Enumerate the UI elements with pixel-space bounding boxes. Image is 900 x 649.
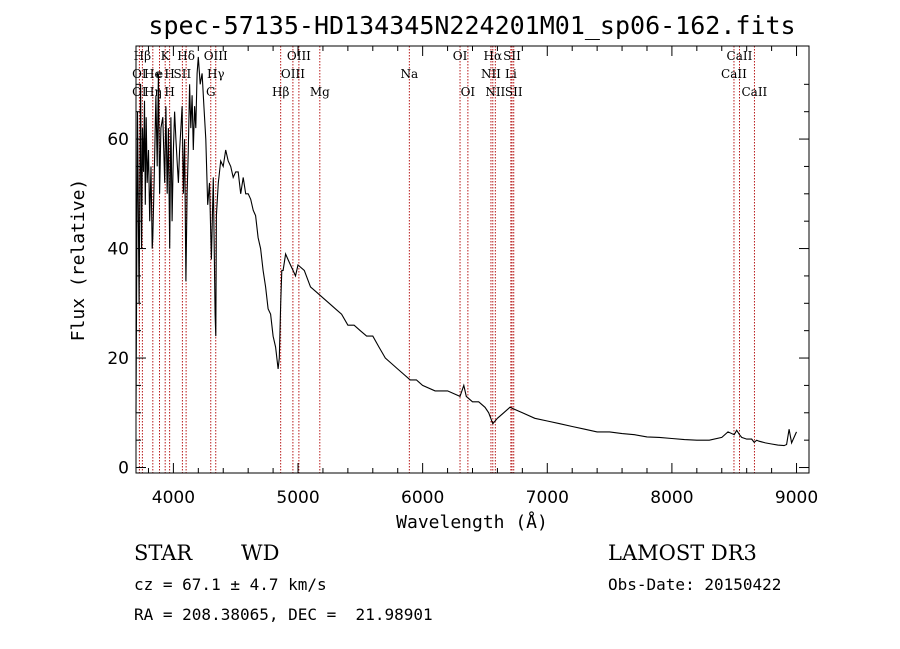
y-axis-label: Flux (relative)	[68, 179, 89, 342]
object-class: STAR	[134, 541, 193, 565]
emission-line-label: NII	[485, 85, 505, 99]
emission-line-label: CaII	[741, 85, 767, 99]
spectrum-line	[135, 56, 798, 447]
emission-line-label: SII	[505, 85, 523, 99]
emission-line-label: CaII	[727, 49, 753, 63]
emission-line-label: H	[164, 67, 174, 81]
emission-line-label: OIII	[204, 49, 228, 63]
emission-line-label: SII	[503, 49, 521, 63]
emission-line-label: OI	[453, 49, 468, 63]
emission-line-label: OIII	[287, 49, 311, 63]
plot-frame	[135, 45, 810, 474]
emission-line-label: OIII	[281, 67, 305, 81]
survey-name: LAMOST DR3	[608, 541, 757, 565]
emission-line-label: Hγ	[207, 67, 225, 81]
emission-line-label: SII	[174, 67, 192, 81]
emission-line-label: Hδ	[177, 49, 195, 63]
x-tick-label: 6000	[401, 488, 444, 508]
emission-line-label: Li	[505, 67, 517, 81]
chart-title: spec-57135-HD134345N224201M01_sp06-162.f…	[148, 11, 795, 40]
y-tick-label: 40	[107, 240, 129, 260]
emission-line-label: Na	[400, 67, 418, 81]
coordinates: RA = 208.38065, DEC = 21.98901	[134, 605, 433, 624]
emission-line-label: CaII	[721, 67, 747, 81]
x-tick-label: 9000	[775, 488, 818, 508]
x-tick-label: 5000	[276, 488, 319, 508]
emission-line-label: Hη	[144, 85, 162, 99]
y-axis-ticks: 0 20 40 60	[107, 83, 809, 479]
emission-line-label: He	[144, 67, 162, 81]
x-axis-ticks: 4000 5000 6000 7000 8000 9000	[147, 46, 818, 508]
object-subclass: WD	[241, 541, 279, 565]
emission-line-label: Hα	[484, 49, 503, 63]
x-axis-label: Wavelength (Å)	[396, 511, 548, 533]
emission-line-label: Hβ	[272, 85, 289, 99]
emission-line-markers	[138, 46, 755, 473]
redshift-value: cz = 67.1 ± 4.7 km/s	[134, 575, 327, 594]
y-tick-label: 20	[107, 349, 129, 369]
observation-date: Obs-Date: 20150422	[608, 575, 781, 594]
y-tick-label: 0	[118, 459, 129, 479]
emission-line-label: NII	[481, 67, 501, 81]
emission-line-label: K	[161, 49, 171, 63]
x-tick-label: 4000	[152, 488, 195, 508]
emission-line-label: OI	[461, 85, 476, 99]
x-tick-label: 7000	[526, 488, 569, 508]
x-tick-label: 8000	[650, 488, 693, 508]
emission-line-label: Hβ	[134, 49, 151, 63]
emission-line-label: Mg	[310, 85, 330, 99]
y-tick-label: 60	[107, 130, 129, 150]
emission-line-label: G	[206, 85, 216, 99]
emission-line-label: H	[164, 85, 174, 99]
emission-line-label: e	[156, 67, 163, 81]
